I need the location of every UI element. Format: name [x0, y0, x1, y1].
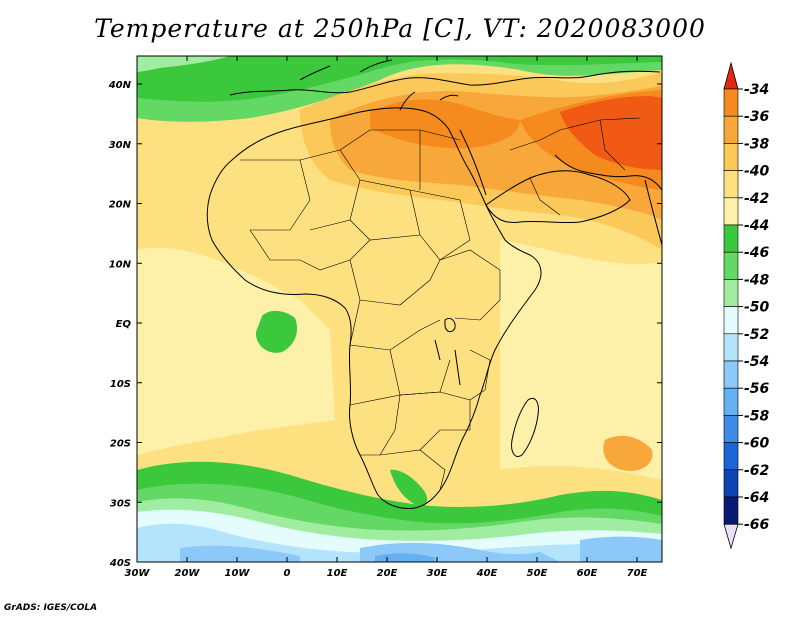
lat-label: 10S [110, 379, 131, 390]
colorbar-swatch [723, 360, 739, 389]
colorbar-swatch [723, 415, 739, 443]
lat-label: 30N [109, 140, 132, 151]
colorbar-under-triangle [723, 523, 739, 550]
colorbar-swatch [723, 442, 739, 471]
colorbar-label: -34 [744, 82, 769, 98]
field-red-iran [560, 96, 662, 170]
latitude-labels: 40N 30N 20N 10N EQ 10S 20S 30S 40S [108, 80, 132, 569]
field-blue-south-west [180, 545, 300, 562]
colorbar-label: -56 [744, 381, 770, 397]
madagascar-coast [511, 397, 539, 457]
field-lightgreen-north [137, 56, 230, 72]
colorbar-swatch [723, 143, 739, 171]
colorbar-label: -36 [744, 109, 770, 125]
field-blue-south-east [580, 536, 662, 562]
colorbar-swatch [723, 88, 739, 117]
colorbar-label: -46 [744, 245, 770, 261]
lat-label: 40S [109, 558, 131, 569]
colorbar-label: -58 [744, 408, 770, 424]
lon-label: 40E [476, 568, 498, 579]
colorbar-swatch [723, 224, 739, 253]
red-sea-coast [459, 129, 487, 196]
europe-coast [229, 70, 661, 96]
colorbar-label: -38 [744, 136, 770, 152]
colorbar-swatch [723, 469, 739, 498]
colorbar: -34 -36 -38 -40 -42 -44 -46 -48 -50 -52 -54 -56 -58 -… [723, 61, 770, 550]
temperature-field [137, 56, 662, 562]
lon-label: 50E [527, 568, 548, 579]
gulf-coast [554, 154, 586, 173]
field-orange-southeast [603, 435, 653, 471]
colorbar-label: -64 [744, 490, 769, 506]
axis-ticks [136, 56, 662, 563]
colorbar-label: -40 [744, 164, 770, 180]
colorbar-swatch [723, 333, 739, 362]
colorbar-label: -44 [744, 218, 769, 234]
rift-lakes [434, 339, 461, 386]
map-title: Temperature at 250hPa [C], VT: 202008300… [94, 14, 706, 43]
field-pale-west [137, 247, 335, 455]
field-warm-sahara [240, 158, 360, 246]
colorbar-swatch [723, 251, 739, 280]
iran-coast [584, 171, 662, 191]
colorbar-label: -48 [744, 272, 770, 288]
greece-coast [399, 91, 459, 111]
lon-label: 60E [577, 568, 598, 579]
colorbar-swatch [723, 387, 739, 416]
europe-coast-2 [299, 59, 393, 81]
colorbar-label: -42 [744, 191, 769, 207]
colorbar-swatch [723, 197, 739, 226]
colorbar-label: -60 [744, 436, 770, 452]
colorbar-swatch [723, 115, 739, 144]
colorbar-label: -50 [744, 300, 770, 316]
field-green-dark-north [137, 56, 662, 102]
lon-label: 20E [377, 568, 398, 579]
colorbar-swatch [723, 306, 739, 335]
lon-label: 70E [627, 568, 648, 579]
field-green-atlantic [255, 310, 298, 353]
coastlines [206, 59, 662, 509]
field-blue-dark-south [375, 553, 435, 562]
lat-label: EQ [116, 319, 132, 330]
country-borders [240, 117, 641, 491]
lat-label: 30S [110, 498, 131, 509]
lat-label: 20N [109, 200, 132, 211]
grads-credit: GrADS: IGES/COLA [4, 603, 98, 613]
lon-label: 30W [125, 568, 151, 579]
field-green-southafrica [390, 469, 428, 507]
field-pale-east [500, 240, 662, 480]
colorbar-label: -52 [744, 327, 769, 343]
colorbar-label: -62 [744, 463, 769, 479]
lat-label: 40N [108, 80, 132, 91]
lon-label: 10W [225, 568, 251, 579]
colorbar-over-triangle [723, 61, 739, 90]
colorbar-label: -54 [744, 354, 769, 370]
lat-label: 10N [109, 259, 132, 270]
plot-frame [136, 55, 663, 563]
colorbar-swatch [723, 170, 739, 199]
lon-label: 30E [427, 568, 448, 579]
colorbar-swatch [723, 496, 739, 525]
lat-label: 20S [110, 439, 131, 450]
india-coast [644, 179, 662, 246]
lake-victoria [444, 317, 456, 333]
colorbar-label: -66 [744, 517, 770, 533]
longitude-labels: 30W 20W 10W 0 10E 20E 30E 40E 50E 60E 70E [125, 568, 648, 579]
colorbar-swatch [723, 279, 739, 307]
lon-label: 0 [284, 568, 291, 579]
lon-label: 20W [175, 568, 201, 579]
lon-label: 10E [327, 568, 348, 579]
